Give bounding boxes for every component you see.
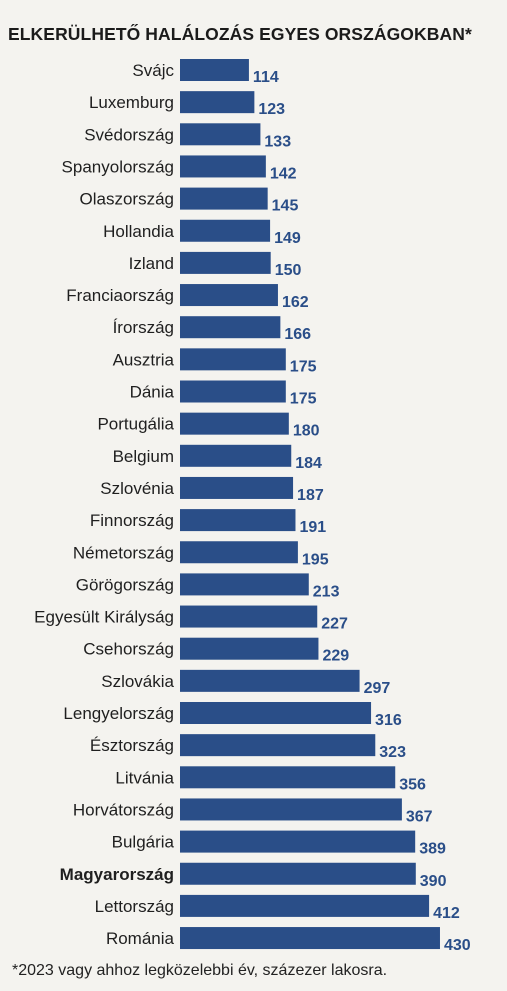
category-label: Románia — [106, 929, 175, 948]
bar — [180, 605, 318, 628]
bar — [180, 444, 292, 467]
value-label: 195 — [302, 551, 329, 568]
category-label: Franciaország — [66, 286, 174, 305]
value-label: 213 — [313, 583, 340, 600]
category-label: Izland — [129, 254, 174, 273]
category-label: Németország — [73, 543, 174, 562]
category-label: Spanyolország — [62, 157, 174, 176]
category-label: Csehország — [83, 640, 174, 659]
category-label: Egyesült Királyság — [34, 608, 174, 627]
value-label: 114 — [253, 69, 279, 86]
value-label: 175 — [290, 391, 317, 408]
value-label: 149 — [274, 230, 301, 247]
value-label: 180 — [293, 423, 320, 440]
category-label: Szlovákia — [101, 672, 174, 691]
category-label: Görögország — [76, 575, 174, 594]
value-label: 297 — [364, 680, 391, 697]
category-label: Belgium — [113, 447, 174, 466]
category-label: Litvánia — [115, 768, 174, 787]
bar — [180, 830, 416, 853]
bar — [180, 348, 286, 371]
value-label: 389 — [419, 841, 446, 858]
chart-title: ELKERÜLHETŐ HALÁLOZÁS EGYES ORSZÁGOKBAN* — [8, 24, 472, 44]
bar — [180, 509, 296, 532]
bar — [180, 155, 266, 178]
bar — [180, 541, 298, 564]
bar — [180, 734, 376, 757]
bar — [180, 766, 396, 789]
value-label: 316 — [375, 712, 402, 729]
category-label: Luxemburg — [89, 93, 174, 112]
value-label: 323 — [379, 744, 406, 761]
category-label: Olaszország — [80, 190, 174, 209]
bar — [180, 284, 278, 307]
value-label: 162 — [282, 294, 309, 311]
bar — [180, 798, 402, 821]
bar — [180, 894, 430, 917]
value-label: 367 — [406, 808, 433, 825]
value-label: 187 — [297, 487, 324, 504]
footnote: *2023 vagy ahhoz legközelebbi év, százez… — [12, 962, 388, 979]
category-label: Portugália — [97, 415, 174, 434]
category-label: Hollandia — [103, 222, 174, 241]
value-label: 145 — [272, 198, 299, 215]
bar — [180, 927, 440, 950]
bar — [180, 862, 416, 885]
category-label: Horvátország — [73, 800, 174, 819]
category-label: Lettország — [95, 897, 174, 916]
bar — [180, 187, 268, 210]
bar — [180, 702, 372, 724]
bar — [180, 380, 286, 403]
bar — [180, 476, 294, 499]
value-label: 142 — [270, 165, 297, 182]
value-label: 123 — [258, 101, 285, 118]
category-label: Ausztria — [113, 350, 175, 369]
category-label: Svédország — [84, 125, 174, 144]
category-label: Lengyelország — [63, 704, 174, 723]
bar — [180, 637, 319, 660]
category-label: Finnország — [90, 511, 174, 530]
value-label: 191 — [299, 519, 326, 536]
category-label: Bulgária — [112, 833, 175, 852]
value-label: 229 — [322, 648, 349, 665]
value-label: 175 — [290, 358, 317, 375]
bar — [180, 91, 255, 114]
value-label: 150 — [275, 262, 302, 279]
value-label: 412 — [433, 905, 460, 922]
category-label: Írország — [113, 318, 174, 337]
bar — [180, 59, 249, 81]
bar — [180, 251, 271, 274]
bar — [180, 123, 261, 146]
value-label: 356 — [399, 776, 426, 793]
value-label: 184 — [295, 455, 322, 472]
category-label: Szlovénia — [100, 479, 174, 498]
value-label: 430 — [444, 937, 471, 954]
value-label: 390 — [420, 873, 447, 890]
bar — [180, 412, 289, 435]
value-label: 227 — [321, 616, 348, 633]
category-label: Dánia — [130, 383, 175, 402]
category-label: Svájc — [132, 61, 174, 80]
category-label: Észtország — [90, 736, 174, 755]
bar — [180, 669, 360, 692]
bar — [180, 219, 271, 242]
category-label: Magyarország — [60, 865, 174, 884]
bar — [180, 316, 281, 339]
bar — [180, 573, 309, 596]
value-label: 166 — [284, 326, 311, 343]
value-label: 133 — [264, 133, 291, 150]
